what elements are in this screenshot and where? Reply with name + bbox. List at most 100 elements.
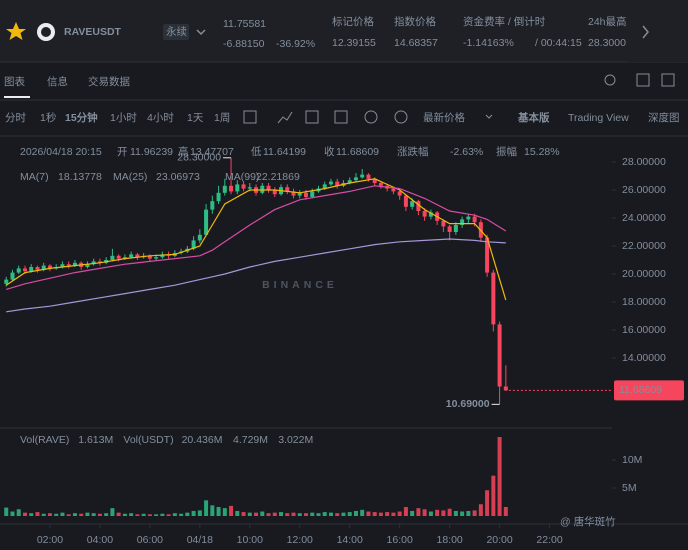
y-tick-label: 28.00000	[622, 156, 666, 168]
indicator-icon[interactable]	[277, 111, 293, 124]
candle-body	[222, 185, 227, 193]
candle-body	[116, 255, 121, 259]
ohlc-label: 开	[117, 146, 128, 158]
interval[interactable]: 1周	[214, 112, 230, 124]
x-tick-label: 10:00	[237, 534, 263, 546]
tab[interactable]: 图表	[4, 75, 25, 88]
candle-body	[491, 272, 496, 325]
volume-bar	[366, 511, 371, 516]
candle-body	[197, 234, 202, 241]
volume-bar	[422, 509, 427, 516]
interval[interactable]: 1小时	[110, 112, 137, 124]
volume-bar	[503, 506, 508, 516]
volume-bar	[291, 512, 296, 516]
stat-label: 24h最高	[588, 15, 627, 28]
candle-body	[216, 192, 221, 202]
volume-bar	[485, 490, 490, 516]
volume-bar	[341, 512, 346, 516]
volume-bar	[141, 513, 146, 516]
candle-body	[441, 220, 446, 227]
candle-body	[397, 191, 402, 196]
candle-body	[229, 185, 234, 192]
last-price-tag-label: 11.68609	[619, 384, 662, 396]
layout-icon[interactable]	[334, 110, 348, 124]
ma-legend-value: 23.06973	[156, 171, 200, 183]
candle-body	[241, 184, 246, 189]
candle-body	[310, 191, 315, 197]
grid-icon[interactable]	[661, 73, 675, 87]
volume-bar	[222, 508, 227, 516]
candle-body	[135, 254, 140, 258]
volume-bar	[335, 513, 340, 516]
volume-bar	[135, 514, 140, 516]
volume-bar	[472, 510, 477, 516]
price-change-pct: -36.92%	[276, 38, 315, 50]
ohlc-label: 低	[251, 145, 262, 158]
candle-body	[378, 183, 383, 186]
volume-bar	[266, 513, 271, 516]
view-option[interactable]: 深度图	[648, 111, 680, 124]
candle-body	[4, 279, 9, 284]
volume-bar	[129, 513, 134, 516]
volume-bar	[154, 514, 159, 516]
price-type[interactable]: 最新价格	[423, 111, 465, 124]
interval[interactable]: 4小时	[147, 112, 174, 124]
volume-bar	[16, 509, 21, 516]
fullscreen-icon[interactable]	[636, 73, 650, 87]
ohlc-label: 涨跌幅	[397, 145, 429, 158]
volume-bar	[29, 513, 34, 516]
volume-bar	[428, 511, 433, 516]
volume-bar	[22, 512, 27, 516]
candle-body	[160, 254, 165, 258]
tool-icon[interactable]	[243, 110, 257, 124]
tab[interactable]: 交易数据	[88, 75, 130, 88]
settings-icon[interactable]	[305, 110, 319, 124]
ma-legend-name: MA(99)	[225, 171, 259, 183]
y-tick-label: 22.00000	[622, 240, 666, 252]
volume-bar	[179, 513, 184, 516]
volume-bar	[385, 512, 390, 516]
candle-body	[328, 181, 333, 185]
volume-bar	[441, 510, 446, 516]
x-tick-label: 06:00	[137, 534, 163, 546]
candle-body	[110, 255, 115, 260]
candle-body	[16, 268, 21, 273]
view-option[interactable]: 基本版	[517, 111, 550, 124]
volume-bar	[97, 513, 102, 516]
candle-body	[41, 265, 46, 270]
symbol-dropdown[interactable]	[196, 29, 206, 36]
ohlc-label: 振幅	[496, 145, 517, 158]
display-icon[interactable]	[364, 110, 378, 124]
candle-body	[366, 174, 371, 179]
candle-body	[97, 261, 102, 263]
candle-body	[453, 225, 458, 232]
interval[interactable]: 15分钟	[65, 111, 98, 124]
ohlc-value: 13.47707	[190, 146, 234, 158]
interval[interactable]: 1天	[187, 112, 204, 124]
volume-bar	[4, 507, 9, 516]
volume-bar	[160, 513, 165, 516]
volume-bar	[322, 512, 327, 516]
ohlc-label: 高	[178, 145, 189, 158]
tab[interactable]: 信息	[47, 75, 68, 88]
vol-tick-label: 10M	[622, 454, 642, 466]
x-tick-label: 12:00	[287, 534, 313, 546]
x-tick-label: 14:00	[337, 534, 363, 546]
price-type-dropdown[interactable]	[485, 114, 493, 119]
view-option[interactable]: Trading View	[568, 112, 629, 124]
y-tick-label: 16.00000	[622, 324, 666, 336]
draw-icon[interactable]	[394, 110, 408, 124]
favorite-icon[interactable]	[6, 22, 26, 40]
interval[interactable]: 分时	[5, 112, 26, 124]
last-price-tag	[614, 380, 684, 401]
volume-bar	[497, 437, 502, 516]
volume-bar	[378, 512, 383, 516]
ohlc-value: 11.96239	[130, 146, 173, 158]
ma-legend-value: 18.13778	[58, 171, 102, 183]
volume-bar	[216, 507, 221, 516]
alert-icon[interactable]	[604, 74, 616, 86]
interval[interactable]: 1秒	[40, 111, 57, 124]
volume-bar	[310, 512, 315, 516]
